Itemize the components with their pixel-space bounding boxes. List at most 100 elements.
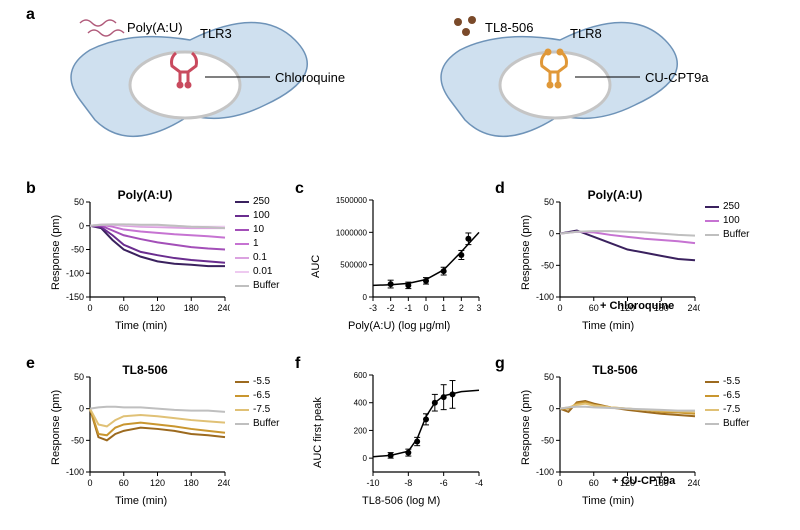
svg-text:2: 2	[459, 303, 464, 313]
inhibitor-left-label: Chloroquine	[275, 70, 345, 85]
legend-item: -6.5	[705, 389, 750, 403]
svg-text:-100: -100	[536, 292, 554, 302]
panel-label-e: e	[26, 355, 35, 373]
xlabel-g: Time (min)	[582, 495, 634, 507]
legend-item: 250	[235, 195, 280, 209]
chart-title-b: Poly(A:U)	[105, 188, 185, 202]
legend-d: 250100Buffer	[705, 200, 750, 242]
receptor-right-label: TLR8	[570, 26, 602, 41]
panel-label-g: g	[495, 355, 505, 373]
svg-text:180: 180	[184, 303, 199, 313]
legend-item: Buffer	[235, 279, 280, 293]
svg-text:0: 0	[87, 303, 92, 313]
ligand-left-label: Poly(A:U)	[127, 20, 183, 35]
svg-text:120: 120	[150, 303, 165, 313]
svg-text:600: 600	[354, 371, 368, 380]
legend-item: 100	[235, 209, 280, 223]
svg-text:0: 0	[557, 303, 562, 313]
ylabel-g: Response (pm)	[520, 390, 532, 465]
svg-text:500000: 500000	[340, 261, 367, 270]
xlabel-d: Time (min)	[582, 320, 634, 332]
svg-text:0: 0	[79, 404, 84, 414]
legend-item: -6.5	[235, 389, 280, 403]
svg-text:1500000: 1500000	[336, 196, 368, 205]
ylabel-f: AUC first peak	[312, 397, 324, 468]
note-g: + CU-CPT9a	[612, 475, 675, 487]
svg-text:-100: -100	[536, 467, 554, 477]
legend-item: 0.1	[235, 251, 280, 265]
xlabel-f: TL8-506 (log M)	[362, 495, 440, 507]
svg-text:0: 0	[549, 229, 554, 239]
ylabel-b: Response (pm)	[50, 215, 62, 290]
svg-text:50: 50	[74, 372, 84, 382]
svg-text:3: 3	[476, 303, 481, 313]
legend-item: 1	[235, 237, 280, 251]
legend-item: Buffer	[705, 228, 750, 242]
svg-text:-50: -50	[71, 245, 84, 255]
svg-text:-2: -2	[387, 303, 395, 313]
svg-text:50: 50	[544, 372, 554, 382]
figure: a Poly(A:U) TLR3 Chloroquine	[0, 0, 800, 530]
ylabel-c: AUC	[310, 255, 322, 278]
legend-item: -5.5	[705, 375, 750, 389]
svg-text:-1: -1	[404, 303, 412, 313]
note-d: + Chloroquine	[600, 300, 674, 312]
svg-text:-10: -10	[366, 478, 379, 488]
svg-text:-50: -50	[541, 260, 554, 270]
ylabel-d: Response (pm)	[520, 215, 532, 290]
legend-item: 250	[705, 200, 750, 214]
svg-text:240: 240	[687, 478, 700, 488]
svg-text:-50: -50	[541, 435, 554, 445]
chart-e: -100-50050060120180240	[60, 365, 230, 500]
svg-text:-4: -4	[475, 478, 483, 488]
legend-item: 0.01	[235, 265, 280, 279]
ylabel-e: Response (pm)	[50, 390, 62, 465]
svg-text:-3: -3	[369, 303, 377, 313]
svg-text:-6: -6	[440, 478, 448, 488]
svg-text:-100: -100	[66, 467, 84, 477]
legend-item: -7.5	[705, 403, 750, 417]
panel-label-b: b	[26, 180, 36, 198]
svg-text:60: 60	[119, 478, 129, 488]
chart-title-d: Poly(A:U)	[575, 188, 655, 202]
panel-label-f: f	[295, 355, 300, 373]
chart-b: -150-100-50050060120180240	[60, 190, 230, 325]
receptor-left-label: TLR3	[200, 26, 232, 41]
svg-text:60: 60	[119, 303, 129, 313]
svg-text:-50: -50	[71, 435, 84, 445]
legend-b: 2501001010.10.01Buffer	[235, 195, 280, 293]
svg-text:1: 1	[441, 303, 446, 313]
ligand-right-label: TL8-506	[485, 20, 533, 35]
svg-text:50: 50	[544, 197, 554, 207]
legend-item: 100	[705, 214, 750, 228]
svg-text:240: 240	[217, 478, 230, 488]
xlabel-e: Time (min)	[115, 495, 167, 507]
xlabel-b: Time (min)	[115, 320, 167, 332]
legend-item: -7.5	[235, 403, 280, 417]
panel-label-a: a	[26, 6, 35, 24]
svg-text:1000000: 1000000	[336, 228, 368, 237]
svg-text:0: 0	[557, 478, 562, 488]
svg-text:50: 50	[74, 197, 84, 207]
panel-label-d: d	[495, 180, 505, 198]
svg-text:240: 240	[217, 303, 230, 313]
svg-text:0: 0	[423, 303, 428, 313]
svg-text:0: 0	[363, 293, 368, 302]
legend-e: -5.5-6.5-7.5Buffer	[235, 375, 280, 431]
svg-text:60: 60	[589, 478, 599, 488]
panel-label-c: c	[295, 180, 304, 198]
chart-title-g: TL8-506	[575, 363, 655, 377]
svg-text:0: 0	[87, 478, 92, 488]
svg-text:0: 0	[549, 404, 554, 414]
chart-title-e: TL8-506	[105, 363, 185, 377]
legend-item: -5.5	[235, 375, 280, 389]
svg-text:-8: -8	[404, 478, 412, 488]
chart-c: 0 500000 1000000 1500000 -3 -2 -1 0 1 2 3	[325, 190, 485, 325]
svg-text:0: 0	[79, 221, 84, 231]
legend-item: 10	[235, 223, 280, 237]
svg-text:-100: -100	[66, 268, 84, 278]
svg-text:120: 120	[150, 478, 165, 488]
svg-text:200: 200	[354, 426, 368, 435]
chart-f: 0200400600-10-8-6-4	[325, 365, 485, 500]
legend-item: Buffer	[235, 417, 280, 431]
